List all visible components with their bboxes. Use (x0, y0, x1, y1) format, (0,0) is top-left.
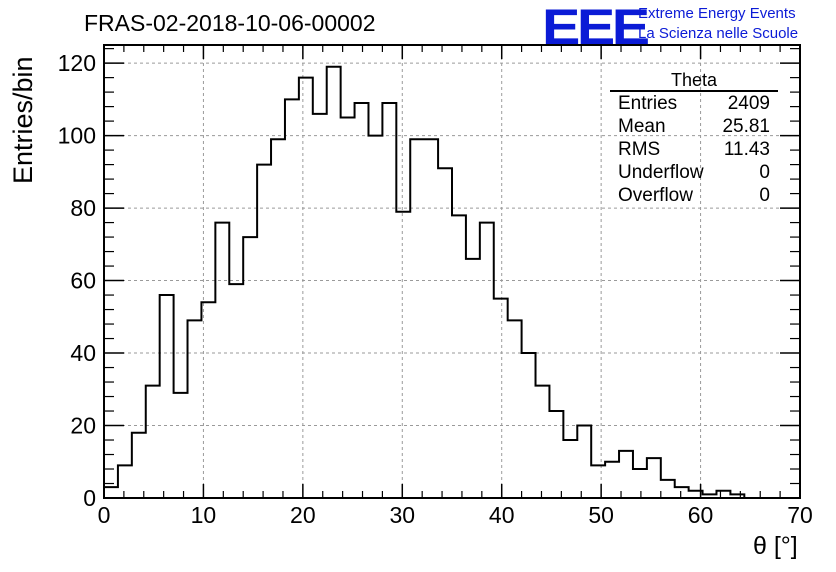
stats-label: RMS (618, 139, 661, 160)
stats-value: 11.43 (723, 139, 770, 160)
y-tick-label: 60 (70, 268, 96, 294)
chart-title: FRAS-02-2018-10-06-00002 (84, 10, 376, 36)
x-tick-label: 70 (787, 502, 813, 528)
stats-box: Theta Entries 2409 Mean 25.81 RMS 11.43 Und… (606, 70, 778, 207)
logo-caption-line1: Extreme Energy Events (638, 5, 796, 22)
eee-logo: EEE (542, 0, 650, 55)
stats-row-mean: Mean 25.81 (606, 115, 778, 138)
y-tick-label: 80 (70, 195, 96, 221)
stats-row-entries: Entries 2409 (606, 92, 778, 115)
stats-value: 25.81 (722, 116, 770, 137)
stats-label: Entries (618, 93, 678, 114)
tick-labels: 0 10 20 30 40 50 60 70 0 20 40 60 80 100 120 (58, 50, 813, 528)
y-tick-label: 120 (58, 50, 96, 76)
y-axis-label: Entries/bin (8, 56, 38, 184)
y-tick-label: 100 (58, 123, 96, 149)
stats-row-rms: RMS 11.43 (606, 138, 778, 161)
x-tick-label: 10 (191, 502, 217, 528)
y-tick-label: 20 (70, 413, 96, 439)
stats-title: Theta (610, 70, 778, 92)
stats-row-overflow: Overflow 0 (606, 184, 778, 207)
y-tick-label: 40 (70, 340, 96, 366)
x-tick-label: 40 (489, 502, 515, 528)
logo-caption-line2: La Scienza nelle Scuole (638, 25, 799, 42)
stats-row-underflow: Underflow 0 (606, 161, 778, 184)
x-tick-label: 0 (98, 502, 111, 528)
stats-value: 2409 (727, 93, 770, 114)
stats-label: Mean (618, 116, 666, 137)
stats-label: Underflow (618, 162, 704, 183)
x-tick-label: 60 (688, 502, 714, 528)
stats-value: 0 (759, 185, 770, 206)
x-tick-label: 30 (389, 502, 415, 528)
x-tick-label: 50 (588, 502, 614, 528)
x-tick-label: 20 (290, 502, 316, 528)
stats-label: Overflow (618, 185, 693, 206)
axis-ticks (103, 45, 801, 499)
logo-caption: Extreme Energy Events La Scienza nelle S… (638, 4, 798, 44)
x-axis-label: θ [°] (753, 532, 798, 560)
stats-value: 0 (759, 162, 770, 183)
histogram-line (104, 65, 759, 499)
y-tick-label: 0 (83, 485, 96, 511)
plot-frame (103, 44, 801, 499)
